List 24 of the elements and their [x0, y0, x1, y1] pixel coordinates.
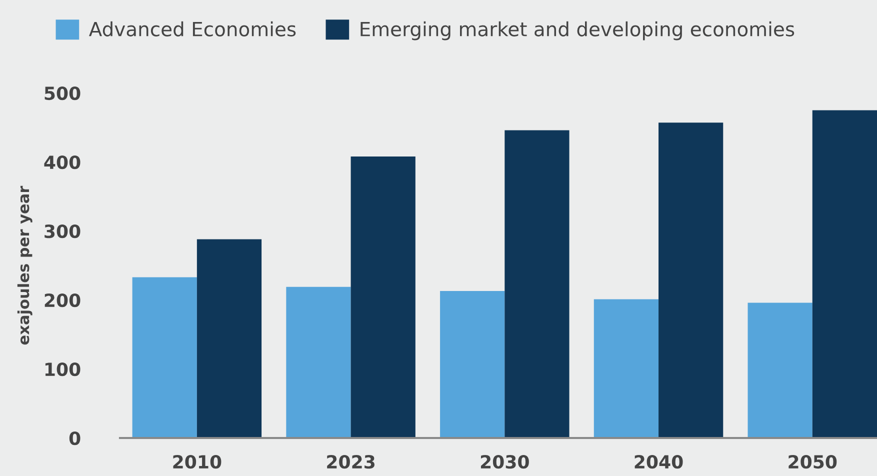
bar — [658, 122, 724, 438]
bar — [132, 277, 197, 438]
legend-label: Advanced Economies — [88, 21, 296, 36]
y-tick-label: 0 — [69, 431, 80, 446]
legend-label: Emerging market and developing economies — [360, 21, 794, 40]
y-tick-label: 300 — [44, 224, 80, 238]
x-tick-label: 2040 — [634, 454, 683, 469]
x-tick-label: 2023 — [327, 454, 374, 469]
y-tick-label: 100 — [45, 362, 80, 376]
bar — [286, 286, 351, 438]
y-axis-title: exajoules per year — [17, 186, 32, 345]
y-tick-label: 400 — [44, 155, 80, 170]
bar — [594, 299, 659, 438]
y-tick-label: 500 — [44, 86, 80, 100]
bar — [748, 302, 812, 438]
bar — [196, 239, 262, 438]
bar — [440, 291, 505, 438]
bar — [812, 110, 877, 438]
bar — [350, 156, 416, 438]
x-tick-label: 2050 — [788, 454, 837, 469]
x-tick-label: 2010 — [173, 454, 222, 469]
x-tick-label: 2030 — [480, 454, 529, 469]
y-tick-label: 200 — [44, 293, 80, 308]
bar — [504, 130, 570, 438]
